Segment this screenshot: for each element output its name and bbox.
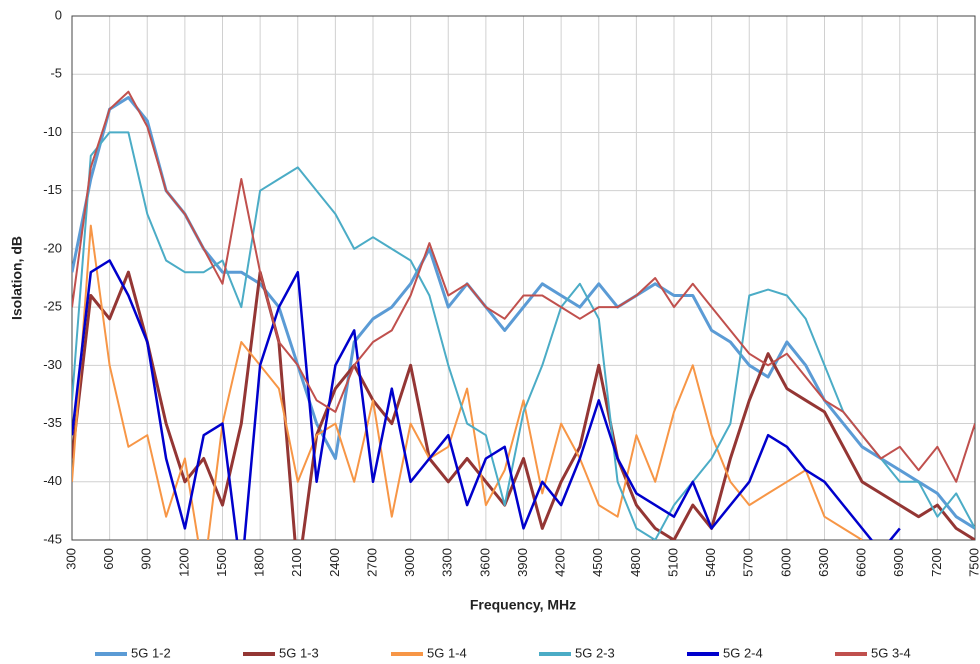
x-tick-label: 5400 bbox=[703, 548, 718, 577]
series-line bbox=[72, 270, 975, 540]
legend-label: 5G 1-4 bbox=[427, 645, 467, 660]
plot-area bbox=[72, 90, 975, 540]
y-tick-label: -20 bbox=[43, 240, 62, 255]
x-tick-label: 4200 bbox=[553, 548, 568, 577]
series-line bbox=[72, 131, 975, 540]
x-tick-label: 5700 bbox=[741, 548, 756, 577]
x-tick-label: 7500 bbox=[966, 548, 980, 577]
x-tick-label: 7200 bbox=[929, 548, 944, 577]
legend-label: 5G 2-4 bbox=[723, 645, 763, 660]
x-tick-label: 1800 bbox=[252, 548, 267, 577]
x-tick-label: 4500 bbox=[590, 548, 605, 577]
series-line bbox=[72, 90, 975, 483]
x-tick-label: 3300 bbox=[440, 548, 455, 577]
x-tick-label: 900 bbox=[139, 548, 154, 570]
x-tick-label: 3000 bbox=[402, 548, 417, 577]
y-tick-label: -15 bbox=[43, 182, 62, 197]
x-tick-label: 2700 bbox=[364, 548, 379, 577]
x-tick-label: 6000 bbox=[778, 548, 793, 577]
legend-label: 5G 3-4 bbox=[871, 645, 911, 660]
y-tick-label: -45 bbox=[43, 531, 62, 546]
legend-label: 5G 1-3 bbox=[279, 645, 319, 660]
legend-label: 5G 1-2 bbox=[131, 645, 171, 660]
plot-frame bbox=[71, 15, 976, 541]
legend-label: 5G 2-3 bbox=[575, 645, 615, 660]
x-tick-label: 300 bbox=[63, 548, 78, 570]
x-tick-label: 600 bbox=[101, 548, 116, 570]
y-axis-title: Isolation, dB bbox=[9, 236, 25, 320]
x-tick-label: 6300 bbox=[816, 548, 831, 577]
series-line bbox=[72, 224, 863, 540]
x-tick-label: 5100 bbox=[665, 548, 680, 577]
x-tick-label: 2400 bbox=[327, 548, 342, 577]
y-tick-label: -10 bbox=[43, 124, 62, 139]
series-line bbox=[72, 259, 901, 540]
x-axis-title: Frequency, MHz bbox=[470, 597, 576, 613]
x-tick-label: 6600 bbox=[854, 548, 869, 577]
y-tick-label: 0 bbox=[55, 7, 62, 22]
x-tick-label: 3900 bbox=[515, 548, 530, 577]
x-tick-label: 6900 bbox=[891, 548, 906, 577]
y-tick-label: -40 bbox=[43, 473, 62, 488]
x-tick-label: 4800 bbox=[628, 548, 643, 577]
y-tick-label: -5 bbox=[50, 66, 62, 81]
y-tick-label: -35 bbox=[43, 415, 62, 430]
x-tick-label: 3600 bbox=[477, 548, 492, 577]
y-tick-label: -30 bbox=[43, 357, 62, 372]
x-tick-label: 2100 bbox=[289, 548, 304, 577]
y-tick-label: -25 bbox=[43, 299, 62, 314]
x-tick-label: 1500 bbox=[214, 548, 229, 577]
x-tick-label: 1200 bbox=[176, 548, 191, 577]
